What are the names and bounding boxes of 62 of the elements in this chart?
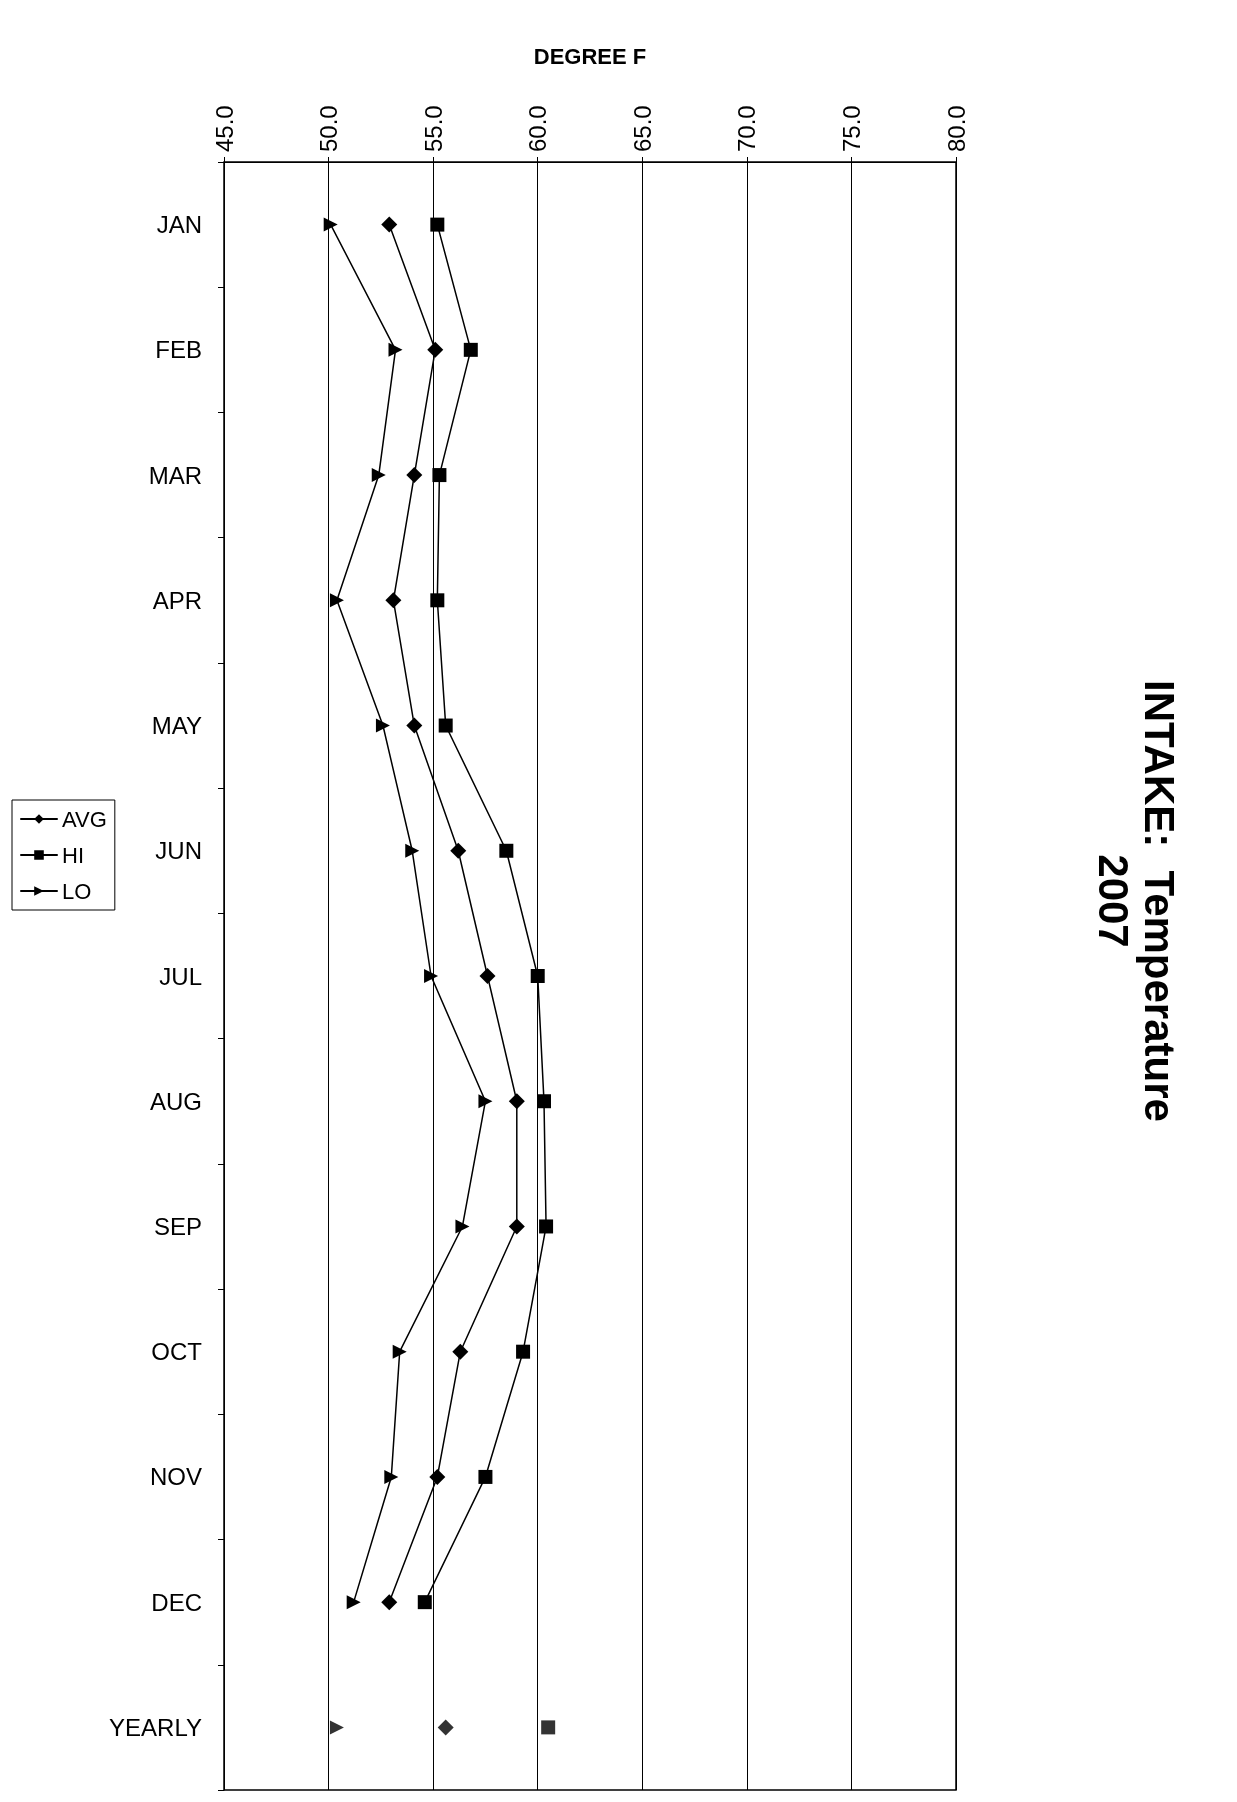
point bbox=[381, 216, 398, 233]
point bbox=[536, 1094, 551, 1109]
point bbox=[384, 1469, 399, 1484]
point bbox=[450, 842, 467, 859]
x-tick-label: 75.0 bbox=[837, 105, 865, 152]
y-tick-label: MAY bbox=[151, 712, 202, 740]
point bbox=[530, 969, 545, 983]
text: INTAKE: Temperature 2007 bbox=[1089, 680, 1183, 1122]
point bbox=[430, 217, 445, 232]
point bbox=[539, 1219, 554, 1234]
point bbox=[417, 1595, 432, 1610]
point bbox=[479, 968, 496, 984]
point bbox=[438, 718, 453, 733]
point bbox=[499, 843, 514, 858]
y-tick-label: YEARLY bbox=[109, 1713, 202, 1741]
point bbox=[432, 468, 447, 483]
y-tick-label: JUL bbox=[159, 962, 202, 990]
legend-label: AVG bbox=[62, 806, 107, 832]
point bbox=[385, 592, 402, 609]
x-tick-label: 80.0 bbox=[942, 105, 970, 152]
x-tick-label: 65.0 bbox=[628, 105, 656, 152]
y-tick-label: SEP bbox=[153, 1212, 202, 1240]
point bbox=[430, 593, 445, 608]
point bbox=[455, 1219, 470, 1234]
x-tick-label: 50.0 bbox=[315, 105, 343, 152]
x-tick-label: 60.0 bbox=[524, 105, 552, 152]
point bbox=[406, 717, 423, 734]
point bbox=[388, 342, 403, 357]
y-tick-label: OCT bbox=[151, 1338, 203, 1366]
point bbox=[508, 1218, 525, 1235]
y-tick-label: AUG bbox=[149, 1087, 202, 1115]
point bbox=[516, 1344, 531, 1359]
point bbox=[323, 217, 338, 232]
x-tick-label: 55.0 bbox=[419, 105, 447, 152]
point bbox=[346, 1595, 361, 1610]
point bbox=[406, 467, 423, 484]
y-tick-label: DEC bbox=[151, 1588, 202, 1616]
point bbox=[375, 718, 390, 733]
x-tick-label: 70.0 bbox=[733, 105, 761, 152]
point bbox=[478, 1469, 493, 1484]
legend-label: LO bbox=[62, 878, 92, 904]
point bbox=[463, 342, 478, 357]
point bbox=[427, 341, 444, 358]
point bbox=[424, 969, 439, 983]
y-tick-label: APR bbox=[152, 586, 202, 614]
point bbox=[478, 1094, 493, 1109]
y-tick-label: JUN bbox=[155, 837, 202, 865]
x-tick-label: 45.0 bbox=[210, 105, 238, 152]
point bbox=[392, 1344, 407, 1359]
point bbox=[452, 1343, 469, 1360]
y-tick-label: MAR bbox=[148, 461, 202, 489]
y-tick-label: JAN bbox=[156, 211, 202, 239]
point bbox=[329, 593, 344, 608]
y-tick-label: FEB bbox=[155, 336, 202, 364]
y-tick-label: NOV bbox=[149, 1463, 202, 1491]
point bbox=[405, 843, 420, 858]
x-axis-title: DEGREE F bbox=[533, 43, 647, 69]
point bbox=[371, 468, 386, 483]
point bbox=[381, 1594, 398, 1611]
legend-label: HI bbox=[62, 842, 84, 868]
point bbox=[429, 1468, 446, 1485]
point bbox=[508, 1093, 525, 1110]
